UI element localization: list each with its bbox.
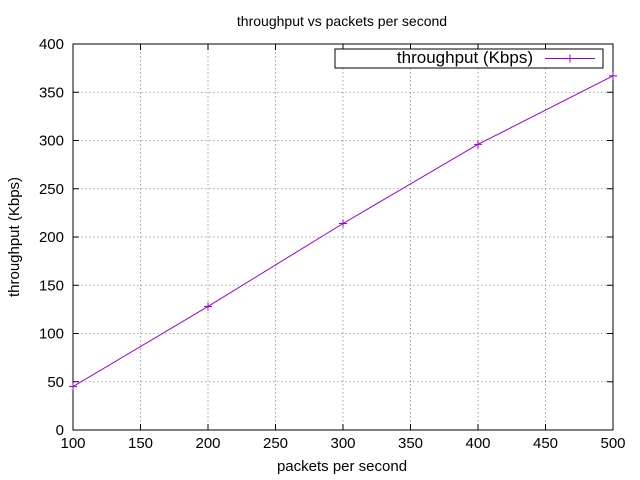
plot-frame xyxy=(72,43,614,431)
legend: throughput (Kbps) xyxy=(334,48,604,69)
y-tick-label: 150 xyxy=(39,277,64,294)
y-axis-label: throughput (Kbps) xyxy=(6,177,23,297)
tick-labels: 100 150 200 250 300 350 400 450 500 0 50 100 150 200 2… xyxy=(39,36,626,452)
y-tick-label: 100 xyxy=(39,326,64,343)
x-tick-label: 200 xyxy=(195,435,220,452)
x-tick-label: 100 xyxy=(60,435,85,452)
chart-title: throughput vs packets per second xyxy=(237,13,447,29)
data-point xyxy=(204,302,212,311)
series-line xyxy=(72,75,614,388)
x-tick-label: 350 xyxy=(398,435,423,452)
y-tick-label: 0 xyxy=(56,422,64,439)
x-tick-label: 300 xyxy=(330,435,355,452)
y-tick-label: 300 xyxy=(39,133,64,150)
x-axis-label: packets per second xyxy=(277,458,407,475)
x-tick-label: 450 xyxy=(533,435,558,452)
x-tick-label: 500 xyxy=(600,435,625,452)
x-tick-label: 150 xyxy=(128,435,153,452)
x-tick-label: 400 xyxy=(465,435,490,452)
data-point xyxy=(339,219,347,228)
data-point xyxy=(69,382,77,391)
data-point xyxy=(474,140,482,149)
y-tick-label: 250 xyxy=(39,181,64,198)
y-tick-label: 350 xyxy=(39,84,64,101)
y-tick-label: 200 xyxy=(39,229,64,246)
legend-box xyxy=(334,48,604,69)
series-layer xyxy=(69,71,617,391)
y-tick-label: 50 xyxy=(47,374,64,391)
data-point xyxy=(609,71,617,80)
grid xyxy=(73,44,613,430)
x-tick-label: 250 xyxy=(263,435,288,452)
legend-marker xyxy=(566,54,574,63)
y-tick-label: 400 xyxy=(39,36,64,53)
legend-entry-label: throughput (Kbps) xyxy=(397,48,533,67)
